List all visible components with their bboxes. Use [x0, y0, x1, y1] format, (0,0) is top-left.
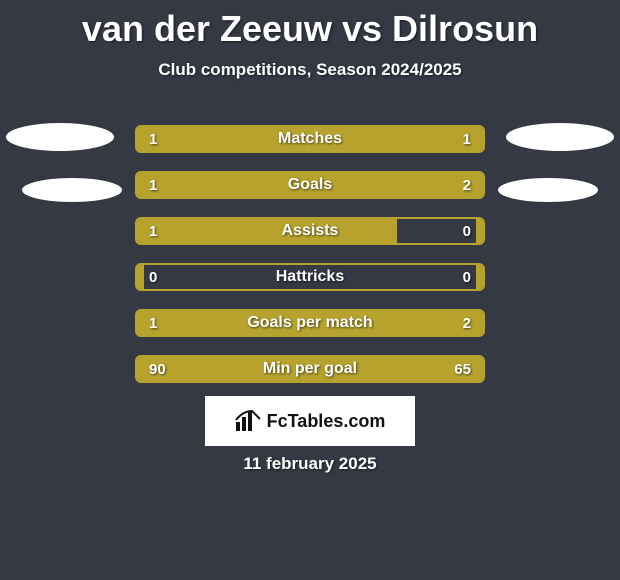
- chart-icon: [235, 410, 261, 432]
- stat-label: Hattricks: [137, 265, 483, 289]
- stat-fill-left: [137, 311, 317, 335]
- stat-row: 12Goals: [135, 171, 485, 199]
- stat-fill-right: [317, 311, 483, 335]
- stat-row: 9065Min per goal: [135, 355, 485, 383]
- stat-row: 11Matches: [135, 125, 485, 153]
- stat-fill-right: [327, 357, 483, 381]
- stat-fill-left: [137, 173, 241, 197]
- stat-row: 0 0Hattricks: [135, 263, 485, 291]
- stat-fill-left: [137, 127, 310, 151]
- stat-fill-right: [476, 219, 483, 243]
- logo-text: FcTables.com: [267, 411, 386, 432]
- page-title: van der Zeeuw vs Dilrosun: [0, 0, 620, 50]
- stat-row: 10Assists: [135, 217, 485, 245]
- stat-value-right: 0: [463, 219, 471, 243]
- date-label: 11 february 2025: [0, 454, 620, 474]
- stat-value-left: 0: [149, 265, 157, 289]
- fctables-logo: FcTables.com: [205, 396, 415, 446]
- player-right-photo-placeholder: [506, 123, 614, 151]
- stat-value-right: 0: [463, 265, 471, 289]
- player-left-photo-placeholder: [6, 123, 114, 151]
- stat-fill-right: [476, 265, 483, 289]
- stat-fill-left: [137, 219, 397, 243]
- comparison-bars: 11Matches12Goals10Assists00Hattricks12Go…: [135, 125, 485, 401]
- stat-fill-right: [310, 127, 483, 151]
- stat-fill-left: [137, 357, 327, 381]
- stat-fill-right: [241, 173, 483, 197]
- team-right-logo-placeholder: [498, 178, 598, 202]
- stat-fill-left: [137, 265, 144, 289]
- stat-row: 12Goals per match: [135, 309, 485, 337]
- team-left-logo-placeholder: [22, 178, 122, 202]
- subtitle: Club competitions, Season 2024/2025: [0, 60, 620, 80]
